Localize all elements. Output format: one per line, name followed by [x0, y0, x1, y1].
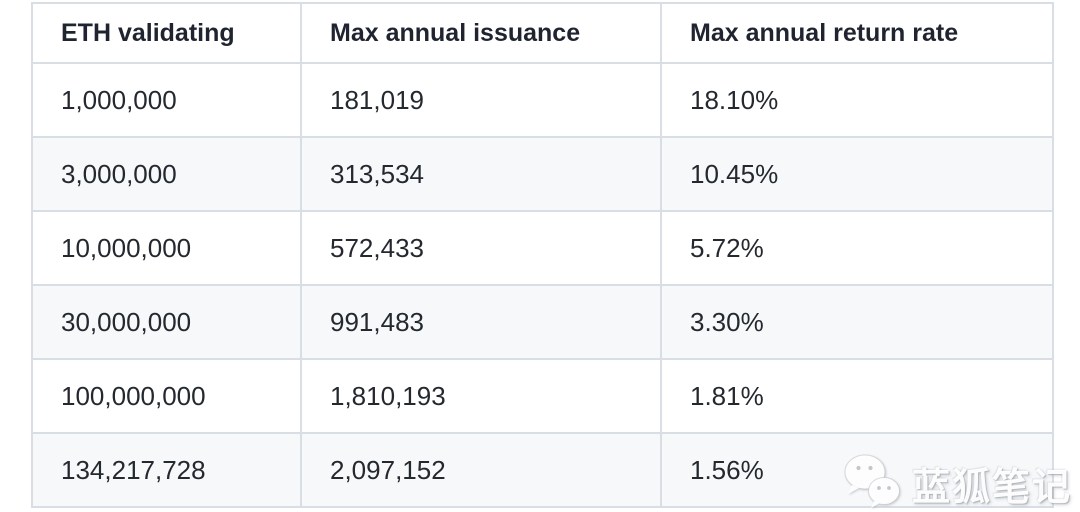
cell-max-return-rate: 18.10% — [660, 62, 1054, 138]
cell-max-issuance: 2,097,152 — [300, 432, 662, 508]
column-header-eth-validating: ETH validating — [31, 2, 302, 64]
table-header: ETH validating Max annual issuance Max a… — [31, 2, 1054, 64]
cell-max-issuance: 572,433 — [300, 210, 662, 286]
table-row: 30,000,000 991,483 3.30% — [31, 284, 1054, 360]
table-row: 3,000,000 313,534 10.45% — [31, 136, 1054, 212]
cell-max-issuance: 313,534 — [300, 136, 662, 212]
cell-max-issuance: 1,810,193 — [300, 358, 662, 434]
cell-eth-validating: 1,000,000 — [31, 62, 302, 138]
cell-max-return-rate: 3.30% — [660, 284, 1054, 360]
cell-eth-validating: 3,000,000 — [31, 136, 302, 212]
table-row: 1,000,000 181,019 18.10% — [31, 62, 1054, 138]
cell-max-issuance: 181,019 — [300, 62, 662, 138]
table-body: 1,000,000 181,019 18.10% 3,000,000 313,5… — [31, 62, 1054, 508]
cell-eth-validating: 134,217,728 — [31, 432, 302, 508]
cell-eth-validating: 30,000,000 — [31, 284, 302, 360]
cell-max-return-rate: 1.56% — [660, 432, 1054, 508]
cell-eth-validating: 100,000,000 — [31, 358, 302, 434]
cell-max-return-rate: 5.72% — [660, 210, 1054, 286]
column-header-max-return-rate: Max annual return rate — [660, 2, 1054, 64]
column-header-max-issuance: Max annual issuance — [300, 2, 662, 64]
header-row: ETH validating Max annual issuance Max a… — [31, 2, 1054, 64]
table-container: ETH validating Max annual issuance Max a… — [31, 2, 1054, 508]
cell-eth-validating: 10,000,000 — [31, 210, 302, 286]
eth-issuance-table: ETH validating Max annual issuance Max a… — [31, 2, 1054, 508]
table-row: 134,217,728 2,097,152 1.56% — [31, 432, 1054, 508]
table-row: 10,000,000 572,433 5.72% — [31, 210, 1054, 286]
table-row: 100,000,000 1,810,193 1.81% — [31, 358, 1054, 434]
cell-max-return-rate: 1.81% — [660, 358, 1054, 434]
cell-max-issuance: 991,483 — [300, 284, 662, 360]
cell-max-return-rate: 10.45% — [660, 136, 1054, 212]
